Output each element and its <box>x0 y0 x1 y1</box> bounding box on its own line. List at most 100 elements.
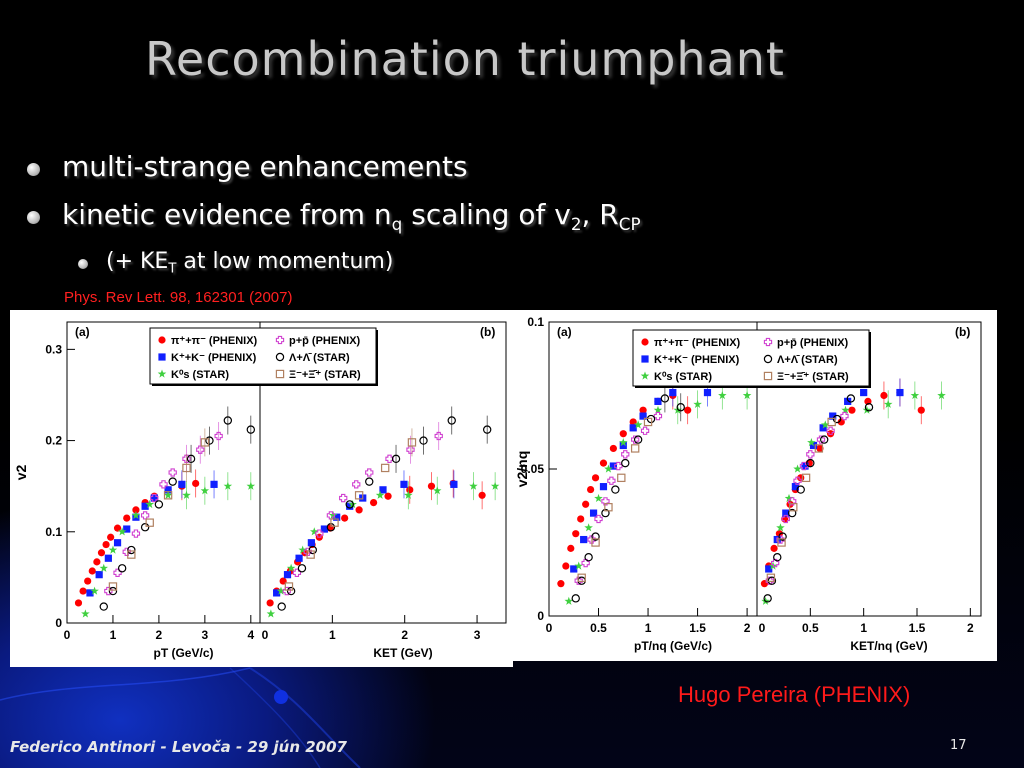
data-point <box>384 492 392 500</box>
data-point <box>763 594 772 603</box>
data-point <box>591 474 600 482</box>
data-point <box>594 493 603 502</box>
data-point <box>482 425 492 434</box>
x-tick-label: 2 <box>744 621 751 635</box>
data-point <box>777 538 786 547</box>
data-point <box>277 602 286 611</box>
data-point <box>793 464 802 473</box>
data-point <box>117 527 127 536</box>
legend: π⁺+π⁻ (PHENIX) p+p̄ (PHENIX) K⁺+K⁻ (PHENIX… <box>632 329 871 388</box>
x-tick-label: 3 <box>202 628 209 642</box>
data-point <box>840 411 849 421</box>
plot-frame <box>756 321 982 617</box>
data-point <box>773 552 782 562</box>
data-point <box>801 473 811 483</box>
legend-entry: p+p̄ (PHENIX) <box>777 337 849 349</box>
data-point <box>104 554 112 562</box>
data-point <box>639 406 647 414</box>
sub-panel-b: 0 0.5 1 1.5 2 (b) KET/nq (GeV) <box>756 321 982 653</box>
data-point <box>611 485 620 494</box>
data-point <box>297 564 307 573</box>
data-point <box>776 535 785 544</box>
data-point <box>283 571 292 579</box>
data-point <box>814 444 824 453</box>
legend-entry: π⁺+π⁻ (PHENIX) <box>654 337 741 349</box>
data-point <box>801 462 809 470</box>
data-point <box>619 441 627 450</box>
data-point <box>841 405 850 414</box>
data-point <box>97 549 106 557</box>
data-point <box>640 371 650 380</box>
data-point <box>641 338 649 346</box>
data-point <box>619 438 628 447</box>
subbullet-text-end: at low momentum) <box>176 249 394 274</box>
x-tick-label: 1.5 <box>909 621 926 635</box>
data-point <box>369 499 378 507</box>
data-point <box>158 353 166 361</box>
data-point <box>164 486 172 494</box>
data-point <box>829 412 837 420</box>
data-point <box>341 514 349 522</box>
data-point <box>639 412 647 420</box>
data-point <box>827 430 835 438</box>
data-point <box>591 532 600 541</box>
data-point <box>95 571 103 579</box>
data-point <box>562 562 570 570</box>
data-point <box>158 336 166 344</box>
data-point <box>365 477 374 486</box>
data-point <box>292 568 302 577</box>
data-point <box>807 438 816 447</box>
data-point <box>182 490 191 499</box>
legend: π⁺+π⁻ (PHENIX) p+p̄ (PHENIX) K⁺+K⁻ (PHENIX… <box>149 327 378 386</box>
data-point <box>763 371 773 381</box>
x-tick-label: 2 <box>401 628 408 642</box>
x-tick-label: 4 <box>247 628 254 642</box>
data-point <box>131 529 141 538</box>
data-point <box>574 561 583 570</box>
data-point <box>591 538 600 547</box>
data-point <box>99 563 108 572</box>
data-point <box>333 513 341 521</box>
data-point <box>557 580 565 588</box>
data-point <box>102 540 110 549</box>
data-point <box>246 481 256 490</box>
data-point <box>108 582 118 591</box>
data-point <box>621 458 630 468</box>
x-axis-label: KET/nq (GeV) <box>850 639 927 653</box>
data-point <box>286 586 296 596</box>
x-tick-label: 0 <box>64 628 71 642</box>
bullet-2: kinetic evidence from nq scaling of v2, … <box>27 198 641 234</box>
data-point <box>345 500 354 509</box>
data-point <box>827 417 836 427</box>
data-point <box>793 476 802 485</box>
chart-left-panel: 0 1 2 3 4 0 0.1 0.2 0.3 (a) pT (GeV/c) 0 1 2 3 (b) KET (… <box>10 310 513 667</box>
sub-panel-label: (b) <box>480 325 495 339</box>
data-point <box>214 431 223 441</box>
legend-entry: Ξ⁻+Ξ̄⁺ (STAR) <box>777 371 849 383</box>
data-point <box>122 547 131 557</box>
y-tick-label: 0.1 <box>45 525 62 539</box>
data-point <box>140 523 150 532</box>
data-point <box>589 509 598 517</box>
data-point <box>168 477 177 486</box>
sub-panel-label: (a) <box>557 325 572 339</box>
sub-panel-a: 0 1 2 3 4 0 0.1 0.2 0.3 (a) pT (GeV/c) <box>45 321 261 660</box>
bullet-2-text-rcp: , R <box>581 198 619 231</box>
data-point <box>266 599 274 607</box>
data-point <box>407 438 417 447</box>
data-point <box>669 388 677 397</box>
legend-entry: Λ+Λ̄ (STAR) <box>289 352 350 364</box>
data-point <box>917 406 925 414</box>
data-point <box>896 388 904 397</box>
bullet-1: multi-strange enhancements <box>27 150 468 183</box>
data-point <box>132 506 140 514</box>
bullet-2-sub-cp: CP <box>618 213 641 234</box>
data-point <box>168 468 177 477</box>
data-point <box>339 493 348 503</box>
bullet-icon <box>27 211 40 224</box>
data-point <box>796 485 805 494</box>
data-point <box>782 509 790 517</box>
data-point <box>587 535 596 544</box>
data-point <box>123 514 131 522</box>
